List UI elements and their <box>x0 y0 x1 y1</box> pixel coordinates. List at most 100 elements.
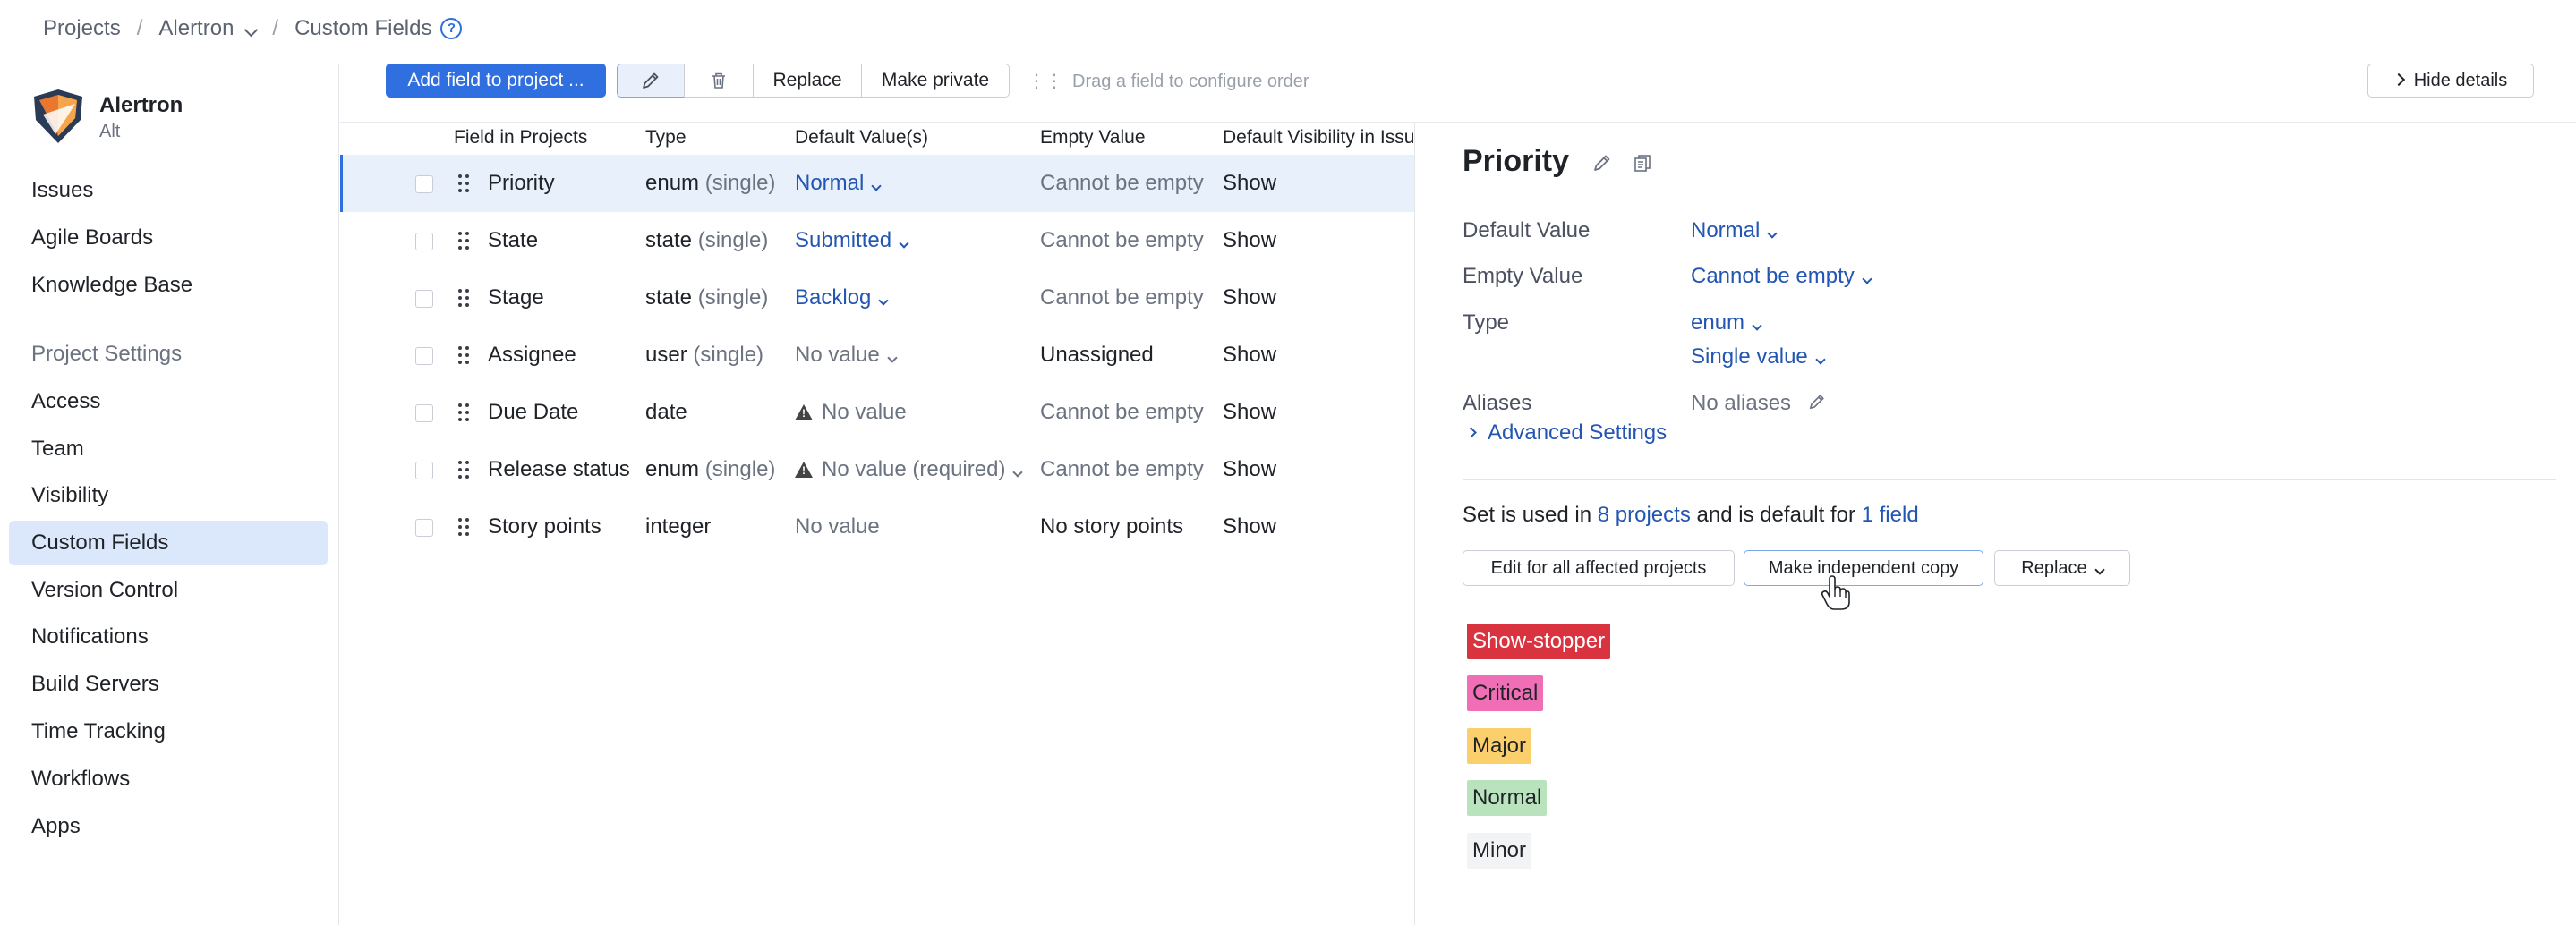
replace-dropdown-button[interactable]: Replace <box>1994 550 2130 586</box>
chevron-down-icon <box>1767 228 1778 239</box>
make-private-button[interactable]: Make private <box>861 64 1010 98</box>
warning-icon <box>795 404 813 420</box>
make-independent-copy-button[interactable]: Make independent copy <box>1744 550 1983 586</box>
visibility-value[interactable]: Show <box>1223 171 1277 195</box>
drag-handle-icon[interactable] <box>458 459 469 480</box>
value-tag-show-stopper[interactable]: Show-stopper <box>1467 624 1611 659</box>
value-tag-normal[interactable]: Normal <box>1467 780 1548 816</box>
field-type: state (single) <box>645 228 769 252</box>
drag-handle-icon[interactable] <box>458 402 469 423</box>
visibility-value[interactable]: Show <box>1223 228 1277 252</box>
row-checkbox[interactable] <box>415 175 433 193</box>
empty-value-dropdown[interactable]: Cannot be empty <box>1691 264 1872 289</box>
row-checkbox[interactable] <box>415 233 433 250</box>
default-value-dropdown[interactable]: No value <box>795 343 898 368</box>
project-settings-heading: Project Settings <box>31 342 183 366</box>
default-value-dropdown[interactable]: Submitted <box>795 228 909 253</box>
visibility-value[interactable]: Show <box>1223 343 1277 367</box>
visibility-value[interactable]: Show <box>1223 514 1277 539</box>
column-header-visibility[interactable]: Default Visibility in Issue <box>1223 127 1414 148</box>
nav-build-servers[interactable]: Build Servers <box>31 672 159 696</box>
default-value-dropdown[interactable]: No value (required) <box>795 457 1024 482</box>
nav-knowledge-base[interactable]: Knowledge Base <box>31 273 193 297</box>
row-checkbox[interactable] <box>415 290 433 308</box>
nav-workflows[interactable]: Workflows <box>31 767 131 791</box>
column-header-type[interactable]: Type <box>645 127 687 148</box>
nav-issues[interactable]: Issues <box>31 178 94 202</box>
value-tag-critical[interactable]: Critical <box>1467 675 1544 711</box>
table-row[interactable]: Release status enum (single) No value (r… <box>340 441 1414 498</box>
pencil-icon[interactable] <box>1808 393 1826 411</box>
help-icon[interactable]: ? <box>440 18 463 39</box>
nav-team[interactable]: Team <box>31 437 84 461</box>
fields-link[interactable]: 1 field <box>1861 503 1919 527</box>
edit-all-projects-button[interactable]: Edit for all affected projects <box>1463 550 1735 586</box>
nav-apps[interactable]: Apps <box>31 814 81 838</box>
breadcrumb: Projects / Alertron / Custom Fields ? <box>43 16 463 41</box>
add-field-button[interactable]: Add field to project ... <box>386 64 606 98</box>
drag-handle-icon[interactable] <box>458 173 469 194</box>
nav-version-control[interactable]: Version Control <box>31 578 179 602</box>
drag-handle-icon[interactable] <box>458 516 469 538</box>
chevron-down-icon <box>1815 354 1826 365</box>
nav-access[interactable]: Access <box>31 389 101 413</box>
nav-custom-fields[interactable]: Custom Fields <box>9 521 328 565</box>
project-logo-icon <box>34 89 82 143</box>
hide-details-button[interactable]: Hide details <box>2367 64 2534 98</box>
empty-value: No story points <box>1040 514 1184 539</box>
field-name: Assignee <box>488 343 576 367</box>
edit-button[interactable] <box>617 64 685 98</box>
project-key: Alt <box>99 122 121 141</box>
chevron-down-icon <box>887 352 898 363</box>
field-name: Due Date <box>488 400 579 424</box>
details-divider <box>1463 479 2556 480</box>
default-value-dropdown[interactable]: Normal <box>795 171 883 196</box>
drag-handle-icon[interactable] <box>458 230 469 251</box>
nav-agile-boards[interactable]: Agile Boards <box>31 225 154 250</box>
visibility-value[interactable]: Show <box>1223 457 1277 481</box>
table-row[interactable]: Stage state (single) Backlog Cannot be e… <box>340 269 1414 327</box>
chevron-right-icon <box>1465 427 1477 438</box>
row-checkbox[interactable] <box>415 462 433 479</box>
visibility-value[interactable]: Show <box>1223 285 1277 310</box>
column-header-field[interactable]: Field in Projects <box>454 127 588 148</box>
table-row[interactable]: Due Date date No value Cannot be empty S… <box>340 384 1414 441</box>
projects-link[interactable]: 8 projects <box>1597 503 1691 527</box>
breadcrumb-projects[interactable]: Projects <box>43 16 121 40</box>
delete-button[interactable] <box>684 64 754 98</box>
table-row[interactable]: State state (single) Submitted Cannot be… <box>340 212 1414 269</box>
nav-time-tracking[interactable]: Time Tracking <box>31 719 166 743</box>
type-label: Type <box>1463 310 1510 335</box>
default-value-dropdown[interactable]: Normal <box>1691 218 1778 243</box>
aliases-value: No aliases <box>1691 391 1826 416</box>
replace-button[interactable]: Replace <box>753 64 862 98</box>
field-name: Priority <box>488 171 555 195</box>
chevron-down-icon <box>871 181 883 191</box>
field-type: integer <box>645 514 712 539</box>
cardinality-dropdown[interactable]: Single value <box>1691 344 1826 369</box>
value-tag-major[interactable]: Major <box>1467 728 1532 764</box>
row-checkbox[interactable] <box>415 347 433 365</box>
drag-handle-icon[interactable] <box>458 287 469 309</box>
drag-handle-icon[interactable] <box>458 344 469 366</box>
column-header-empty[interactable]: Empty Value <box>1040 127 1146 148</box>
nav-notifications[interactable]: Notifications <box>31 624 149 649</box>
advanced-settings-toggle[interactable]: Advanced Settings <box>1465 420 1667 446</box>
column-header-default[interactable]: Default Value(s) <box>795 127 929 148</box>
selection-indicator <box>340 155 343 212</box>
row-checkbox[interactable] <box>415 404 433 422</box>
breadcrumb-project[interactable]: Alertron <box>158 16 259 41</box>
pencil-icon[interactable] <box>1592 153 1612 173</box>
details-title: Priority <box>1463 144 1652 179</box>
table-row[interactable]: Story points integer No value No story p… <box>340 498 1414 556</box>
visibility-value[interactable]: Show <box>1223 400 1277 424</box>
field-type: state (single) <box>645 285 769 310</box>
copy-icon[interactable] <box>1633 153 1652 173</box>
table-row[interactable]: Assignee user (single) No value Unassign… <box>340 327 1414 384</box>
table-row[interactable]: Priority enum (single) Normal Cannot be … <box>340 155 1414 212</box>
type-dropdown[interactable]: enum <box>1691 310 1762 335</box>
row-checkbox[interactable] <box>415 519 433 537</box>
default-value-dropdown[interactable]: Backlog <box>795 285 890 310</box>
value-tag-minor[interactable]: Minor <box>1467 833 1532 869</box>
nav-visibility[interactable]: Visibility <box>31 483 109 507</box>
